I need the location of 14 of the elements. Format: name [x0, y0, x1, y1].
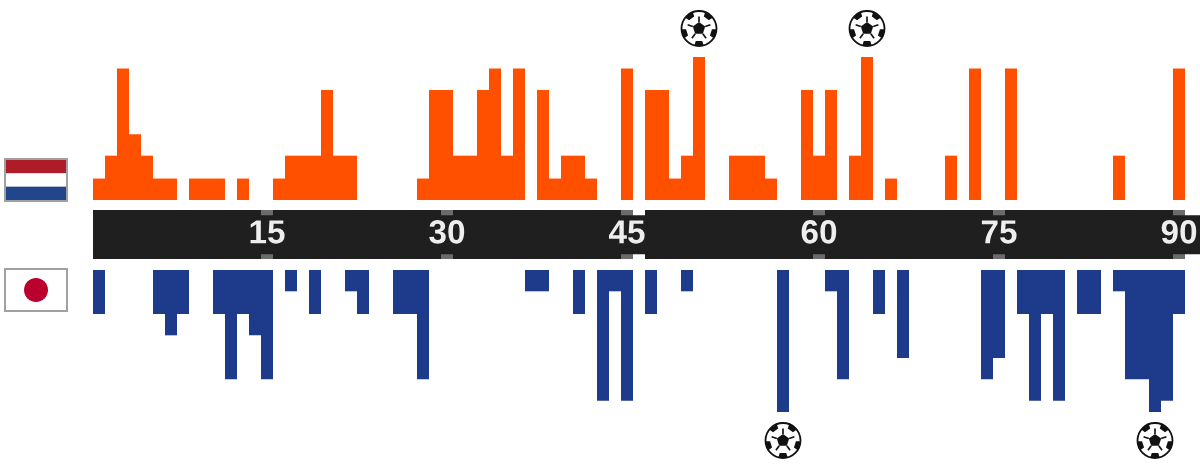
bar: [1113, 155, 1125, 200]
bar: [1005, 68, 1017, 200]
bar: [621, 68, 633, 200]
x-tick-label: 60: [801, 220, 837, 244]
bar: [945, 155, 957, 200]
x-tick-label: 90: [1161, 220, 1197, 244]
bar: [237, 178, 249, 200]
bar: [885, 178, 897, 200]
x-tick-label: 45: [608, 220, 645, 244]
x-tick-label: 30: [429, 220, 465, 244]
bar: [1173, 68, 1185, 200]
bar: [969, 68, 981, 200]
x-tick-label: 15: [250, 220, 285, 244]
x-tick-label: 75: [981, 220, 1017, 244]
